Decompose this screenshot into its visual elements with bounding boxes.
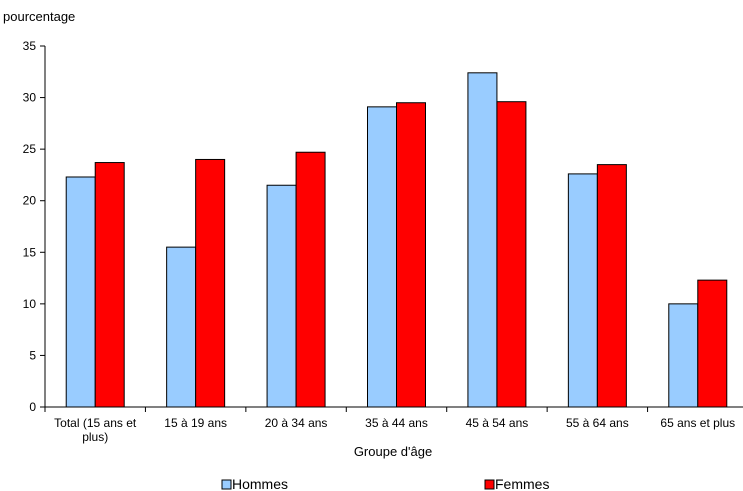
x-tick-label: 15 à 19 ans xyxy=(164,416,227,430)
bar-hommes-1 xyxy=(166,246,197,408)
y-tick-label: 30 xyxy=(23,91,37,105)
bar-femmes-6 xyxy=(697,279,728,408)
y-tick-label: 5 xyxy=(29,348,36,362)
bar-hommes-5 xyxy=(567,173,598,408)
legend-label-femmes: Femmes xyxy=(495,476,549,491)
bar-femmes-4 xyxy=(496,101,527,408)
y-tick-label: 25 xyxy=(23,142,37,156)
x-axis-title: Groupe d'âge xyxy=(354,444,432,459)
x-tick-label: 20 à 34 ans xyxy=(265,416,328,430)
bar-femmes-3 xyxy=(396,102,426,408)
bar-hommes-3 xyxy=(367,106,397,408)
x-tick-label: 65 ans et plus xyxy=(660,416,735,430)
bar-femmes-0 xyxy=(94,162,125,408)
y-axis: 0 5 10 15 20 25 30 35 xyxy=(23,39,45,414)
bar-hommes-0 xyxy=(65,176,96,408)
legend: Hommes Femmes xyxy=(221,476,549,491)
legend-swatch-femmes xyxy=(484,479,495,490)
bar-femmes-5 xyxy=(596,164,627,408)
bar-femmes-2 xyxy=(295,151,326,408)
bar-femmes-1 xyxy=(195,158,226,408)
x-tick-label: Total (15 ans et xyxy=(54,416,137,430)
y-tick-label: 20 xyxy=(23,194,37,208)
x-tick-label: 45 à 54 ans xyxy=(466,416,529,430)
y-axis-title: pourcentage xyxy=(3,9,75,24)
bar-hommes-2 xyxy=(266,184,297,408)
x-tick-label: 55 à 64 ans xyxy=(566,416,629,430)
bars xyxy=(65,72,728,408)
y-tick-label: 35 xyxy=(23,39,37,53)
bar-hommes-6 xyxy=(668,303,699,408)
bar-hommes-4 xyxy=(467,72,498,408)
legend-swatch-hommes xyxy=(221,479,232,490)
y-tick-label: 0 xyxy=(29,400,36,414)
y-tick-label: 15 xyxy=(23,245,37,259)
x-tick-label: plus) xyxy=(82,430,108,444)
legend-label-hommes: Hommes xyxy=(232,476,288,491)
y-tick-label: 10 xyxy=(23,297,37,311)
x-tick-label: 35 à 44 ans xyxy=(365,416,428,430)
